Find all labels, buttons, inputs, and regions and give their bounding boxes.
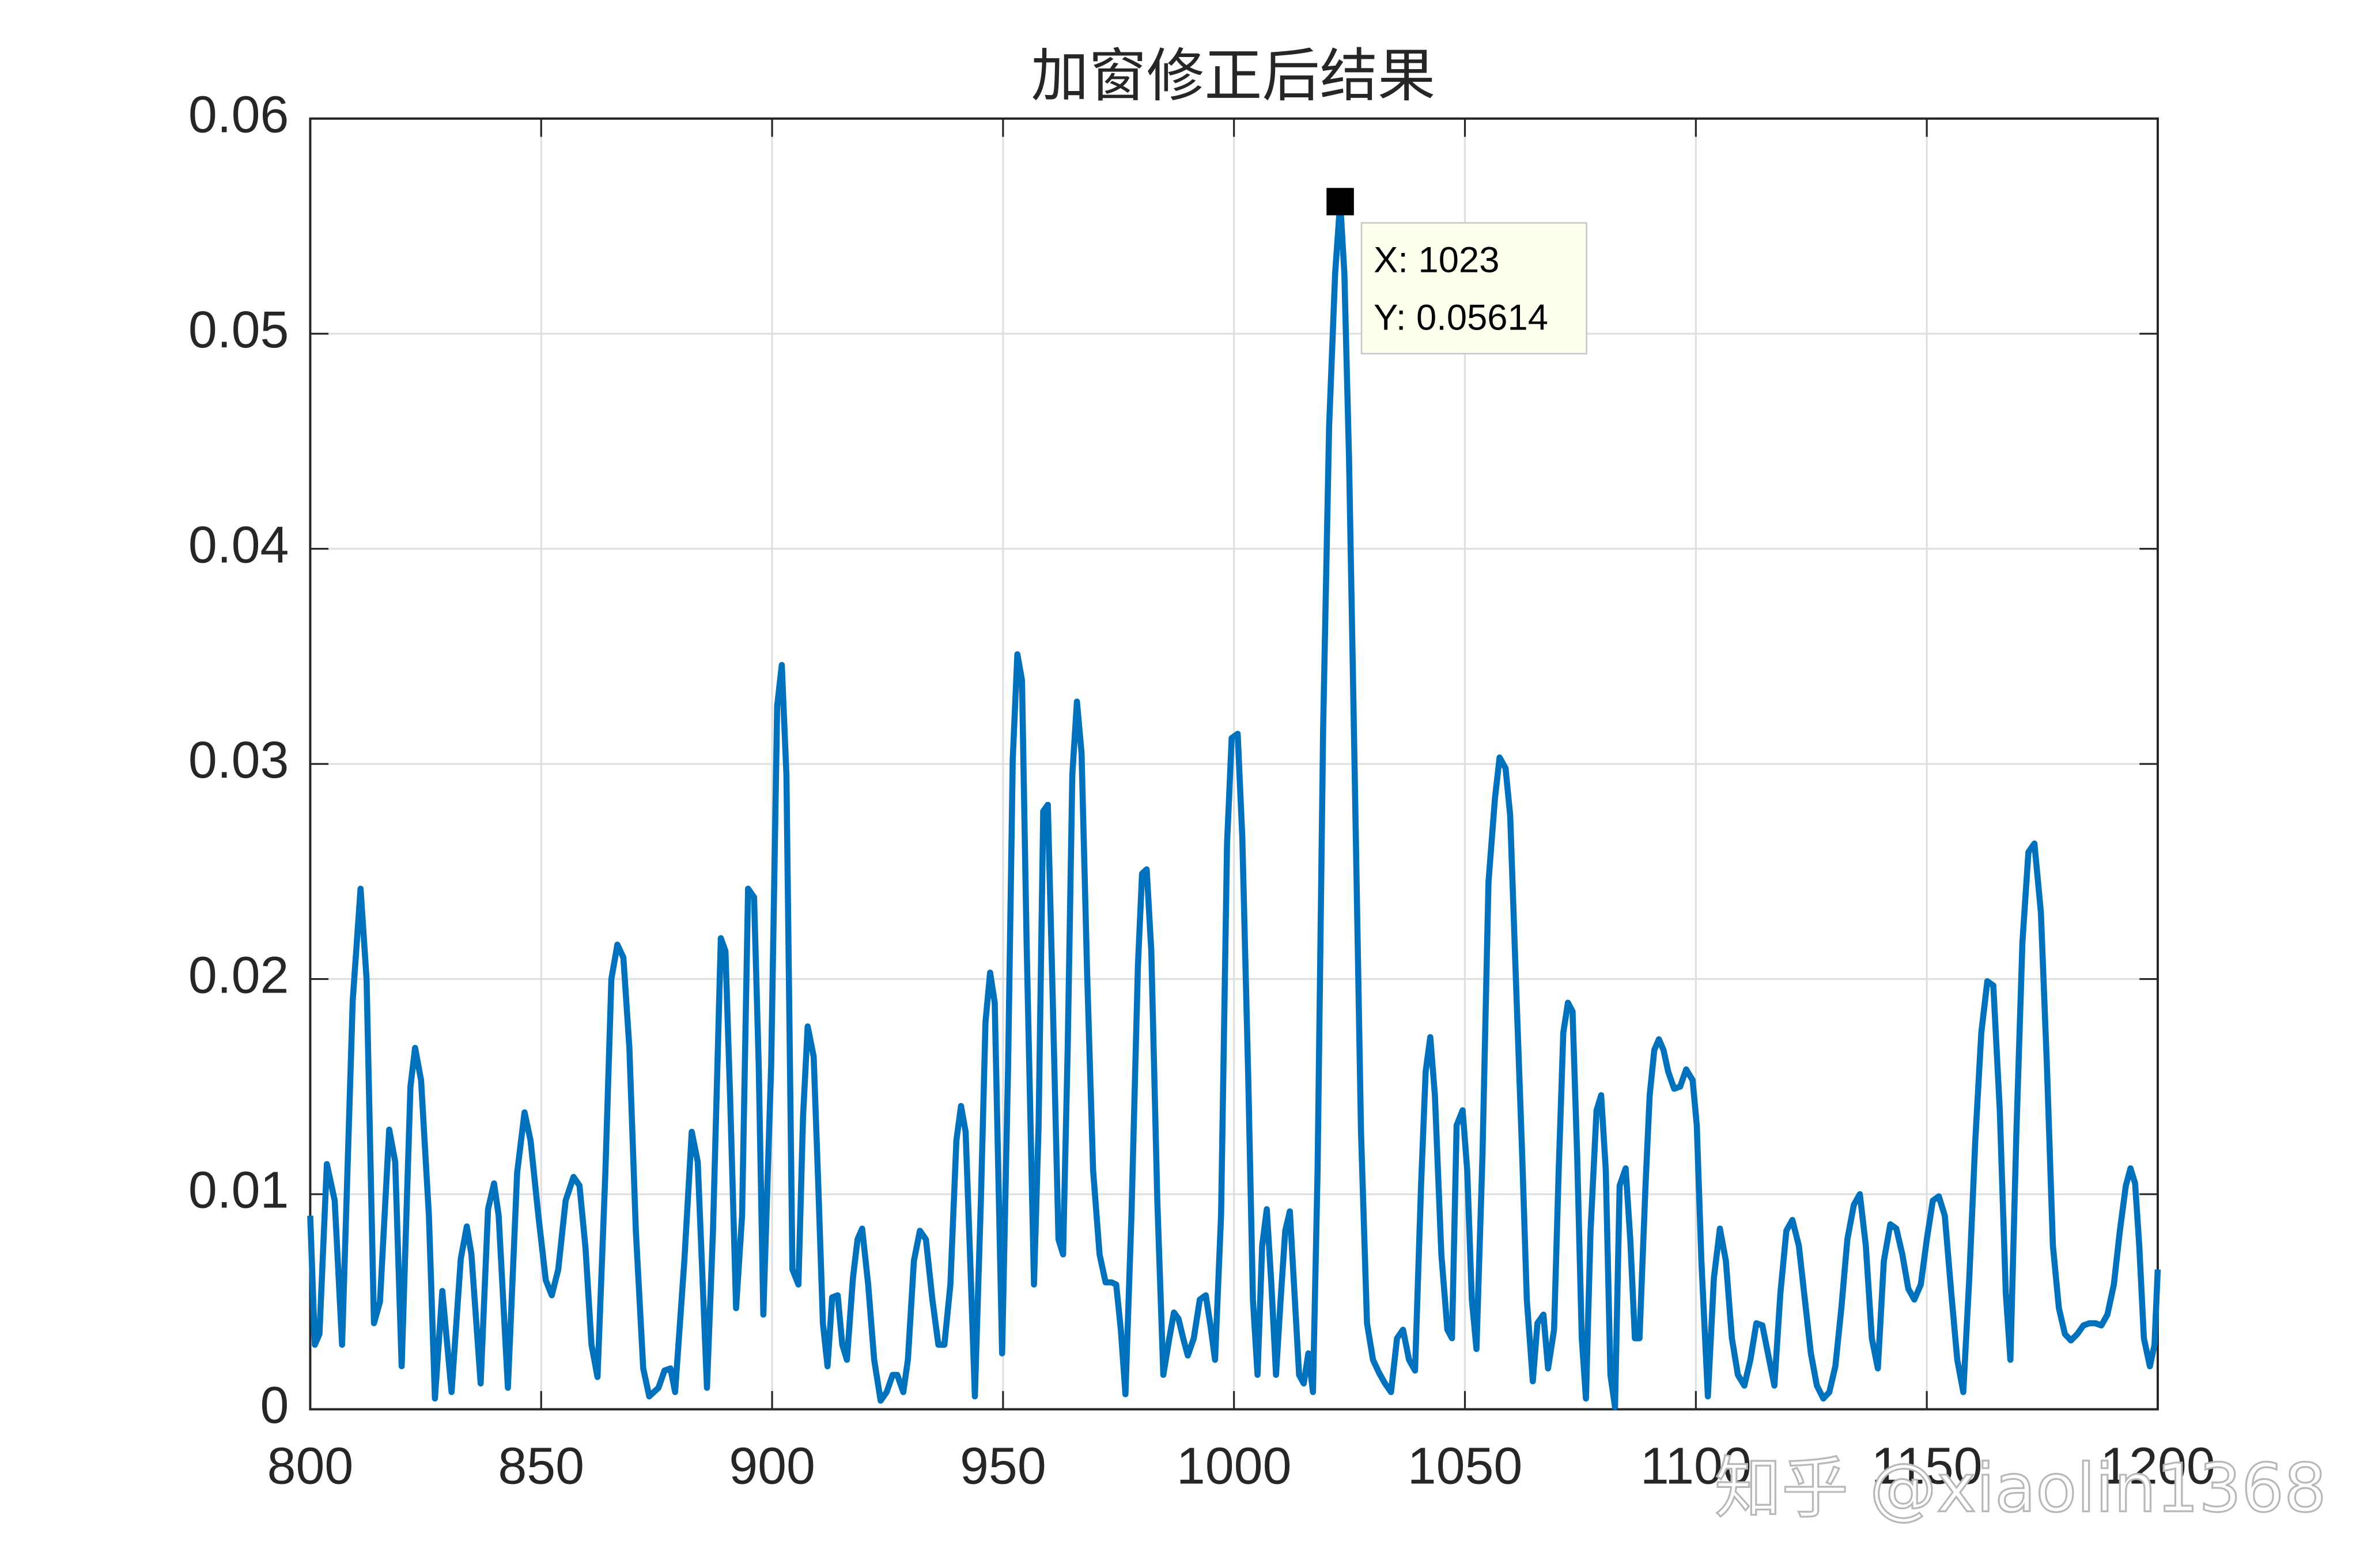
datatip-text: X: 1023: [1374, 240, 1499, 280]
x-tick-label: 1100: [1640, 1438, 1752, 1495]
y-tick-label: 0.01: [188, 1162, 289, 1219]
x-tick-label: 900: [729, 1438, 815, 1495]
x-tick-label: 1200: [2100, 1438, 2215, 1495]
watermark: 知乎 @xiaolin1368: [1715, 1449, 2327, 1527]
datatip-marker: [1326, 188, 1354, 215]
x-tick-label: 1050: [1408, 1438, 1523, 1495]
y-tick-label: 0: [260, 1377, 289, 1434]
x-tick-label: 1000: [1177, 1438, 1292, 1495]
x-tick-label: 950: [960, 1438, 1046, 1495]
y-tick-label: 0.03: [188, 732, 289, 789]
data-line: [307, 198, 2161, 1411]
y-tick-label: 0.05: [188, 301, 289, 359]
x-tick-label: 850: [498, 1438, 584, 1495]
datatip-box: [1360, 222, 1587, 355]
x-tick-label: 800: [267, 1438, 354, 1495]
datatip-text: Y: 0.05614: [1374, 298, 1548, 338]
x-tick-label: 1150: [1871, 1438, 1983, 1495]
chart-title: 加窗修正后结果: [1031, 42, 1435, 109]
y-tick-label: 0.06: [188, 86, 289, 144]
y-tick-label: 0.04: [188, 516, 289, 574]
y-tick-label: 0.02: [188, 946, 289, 1004]
axes-box: [309, 117, 2159, 1411]
